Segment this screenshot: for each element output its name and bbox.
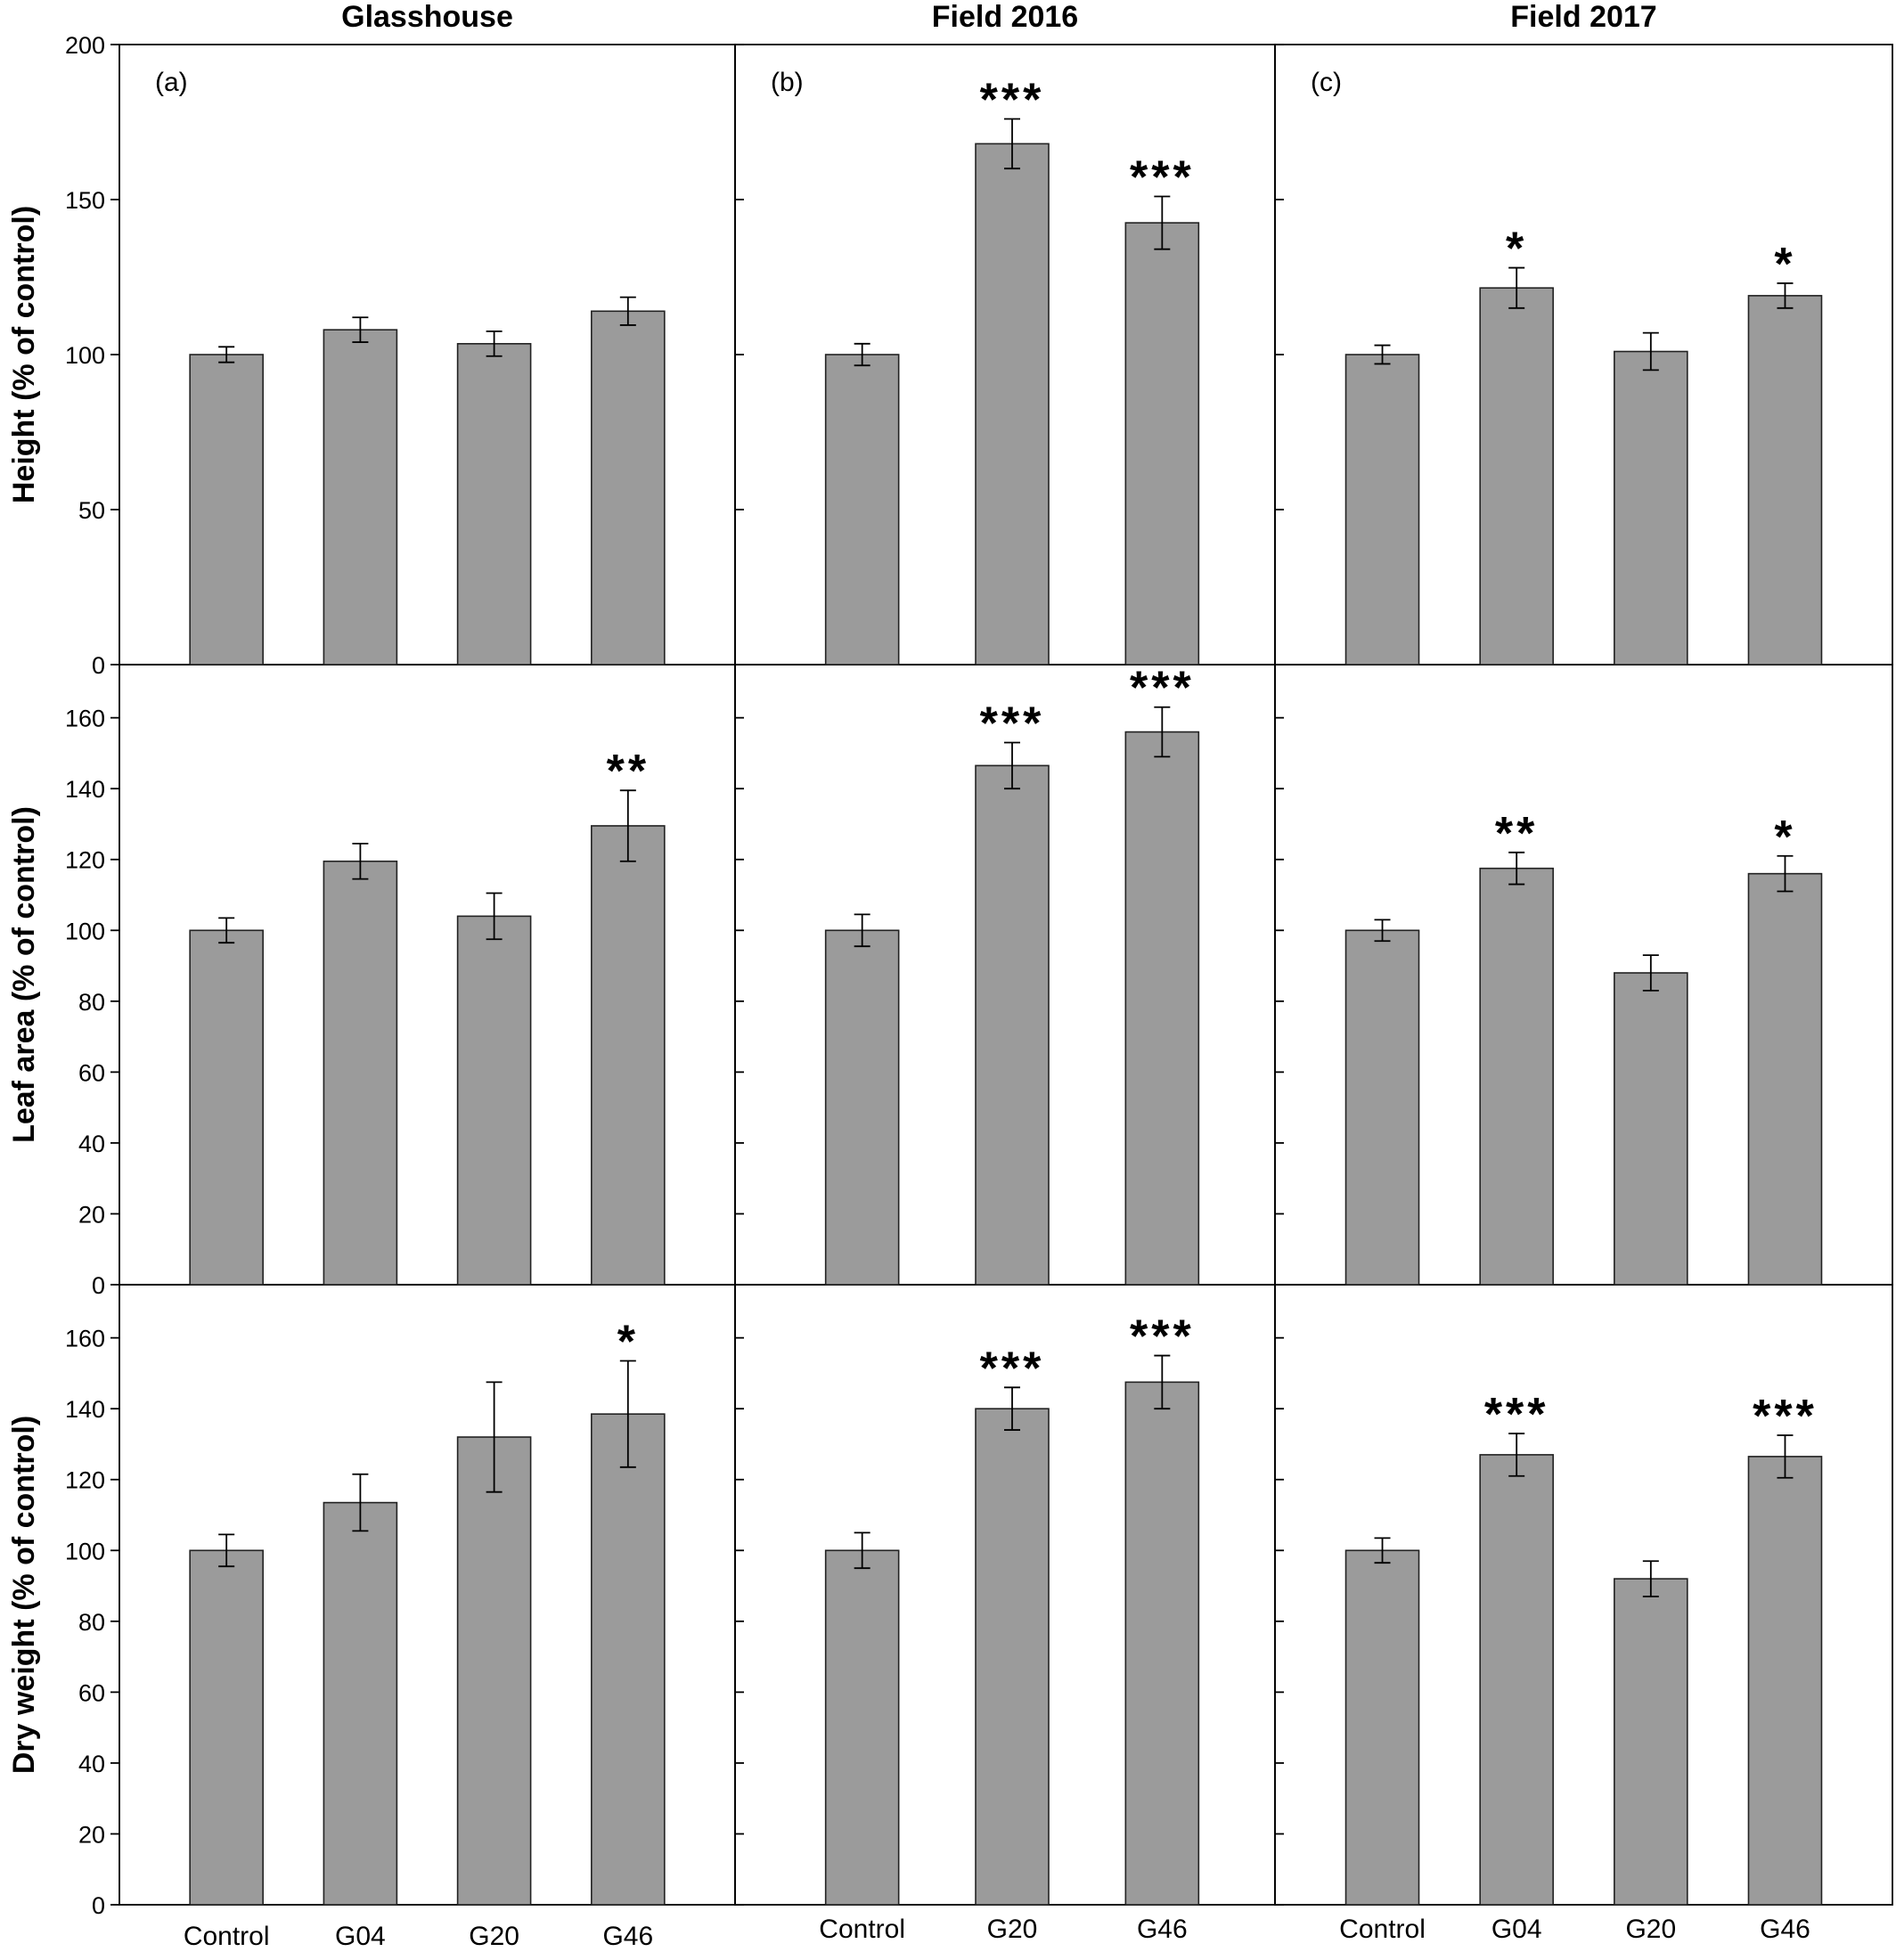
category-label: G46 [602, 1922, 653, 1951]
bar-g20 [456, 343, 532, 666]
y-tick-label: 50 [78, 497, 105, 524]
panel-label: (c) [1311, 68, 1342, 97]
category-label: G20 [469, 1922, 519, 1951]
y-tick-label: 200 [65, 32, 105, 59]
y-tick-label: 140 [65, 1396, 105, 1423]
y-tick-label: 160 [65, 1326, 105, 1352]
bar-g20 [456, 1436, 532, 1906]
panel-label: (a) [155, 68, 188, 97]
bar-g46 [1747, 295, 1823, 666]
bar-g20 [456, 915, 532, 1286]
significance-marker: *** [1130, 663, 1195, 715]
significance-marker: *** [1484, 1389, 1549, 1441]
y-tick-label: 140 [65, 776, 105, 803]
y-tick-label: 120 [65, 1467, 105, 1494]
y-tick-label: 80 [78, 989, 105, 1016]
category-label: Control [1339, 1915, 1426, 1944]
panel-label: (b) [771, 68, 804, 97]
y-axis-label-row-1: Leaf area (% of control) [7, 806, 41, 1143]
bar-g20 [1614, 1578, 1688, 1906]
column-title-1: Field 2016 [932, 0, 1078, 34]
significance-marker: *** [980, 698, 1045, 749]
bar-g20 [1614, 350, 1688, 666]
bar-g46 [1124, 731, 1200, 1286]
bar-control [1344, 354, 1420, 666]
y-tick-label: 120 [65, 847, 105, 874]
y-tick-label: 160 [65, 706, 105, 732]
bar-g04 [1479, 1454, 1554, 1906]
significance-marker: *** [1130, 152, 1195, 204]
panel-frame-8 [1274, 1284, 1893, 1906]
significance-marker: * [1774, 239, 1795, 290]
y-tick-label: 60 [78, 1059, 105, 1086]
bar-control [1344, 1549, 1420, 1906]
y-tick-label: 40 [78, 1751, 105, 1777]
bar-g46 [591, 310, 666, 666]
bar-control [824, 929, 900, 1286]
category-label: Control [819, 1915, 905, 1944]
bar-control [1344, 929, 1420, 1286]
significance-marker: ** [1495, 808, 1538, 860]
significance-marker: *** [1130, 1311, 1195, 1363]
column-title-2: Field 2017 [1510, 0, 1656, 34]
bar-g04 [1479, 287, 1554, 666]
y-axis-label-row-0: Height (% of control) [7, 206, 41, 503]
y-tick-label: 100 [65, 342, 105, 369]
bar-control [189, 354, 264, 666]
y-tick-label: 20 [78, 1201, 105, 1228]
bar-g46 [1747, 1456, 1823, 1906]
significance-marker: * [617, 1317, 639, 1368]
bar-g20 [1614, 972, 1688, 1286]
y-tick-label: 100 [65, 1538, 105, 1564]
bar-g04 [1479, 867, 1554, 1286]
bars-layer [189, 118, 1823, 1906]
y-tick-label: 40 [78, 1131, 105, 1157]
significance-marker: *** [980, 1343, 1045, 1394]
bar-control [189, 929, 264, 1286]
bar-g46 [591, 1413, 666, 1906]
bar-g20 [975, 1408, 1050, 1906]
bar-g04 [323, 329, 398, 666]
category-label: G20 [987, 1915, 1038, 1944]
category-label: G04 [335, 1922, 386, 1951]
category-label: Control [184, 1922, 270, 1951]
category-label: G04 [1491, 1915, 1542, 1944]
text-layer: Glasshouse Field 2016 Field 2017 Height (% … [7, 0, 1818, 1951]
y-tick-label: 100 [65, 918, 105, 944]
bar-g20 [975, 143, 1050, 666]
category-label: G46 [1760, 1915, 1810, 1944]
column-title-0: Glasshouse [341, 0, 513, 34]
bar-control [824, 354, 900, 666]
category-label: G46 [1137, 1915, 1188, 1944]
bar-g46 [1747, 872, 1823, 1286]
y-tick-label: 0 [92, 1272, 105, 1299]
bar-g04 [323, 860, 398, 1286]
bar-control [189, 1549, 264, 1906]
significance-marker: *** [980, 75, 1045, 127]
significance-marker: * [1506, 224, 1527, 275]
bar-control [824, 1549, 900, 1906]
bar-g46 [1124, 1381, 1200, 1906]
y-tick-label: 80 [78, 1609, 105, 1636]
y-tick-label: 60 [78, 1679, 105, 1706]
y-tick-label: 0 [92, 652, 105, 679]
bar-g20 [975, 764, 1050, 1286]
significance-marker: ** [607, 746, 650, 797]
y-tick-label: 150 [65, 187, 105, 214]
category-label: G20 [1625, 1915, 1676, 1944]
y-axis-label-row-2: Dry weight (% of control) [7, 1416, 41, 1774]
significance-marker: * [1774, 812, 1795, 863]
bar-g46 [591, 825, 666, 1286]
bar-g04 [323, 1501, 398, 1906]
significance-marker: *** [1753, 1391, 1818, 1442]
y-tick-label: 0 [92, 1892, 105, 1919]
bar-g46 [1124, 222, 1200, 666]
y-tick-label: 20 [78, 1821, 105, 1848]
